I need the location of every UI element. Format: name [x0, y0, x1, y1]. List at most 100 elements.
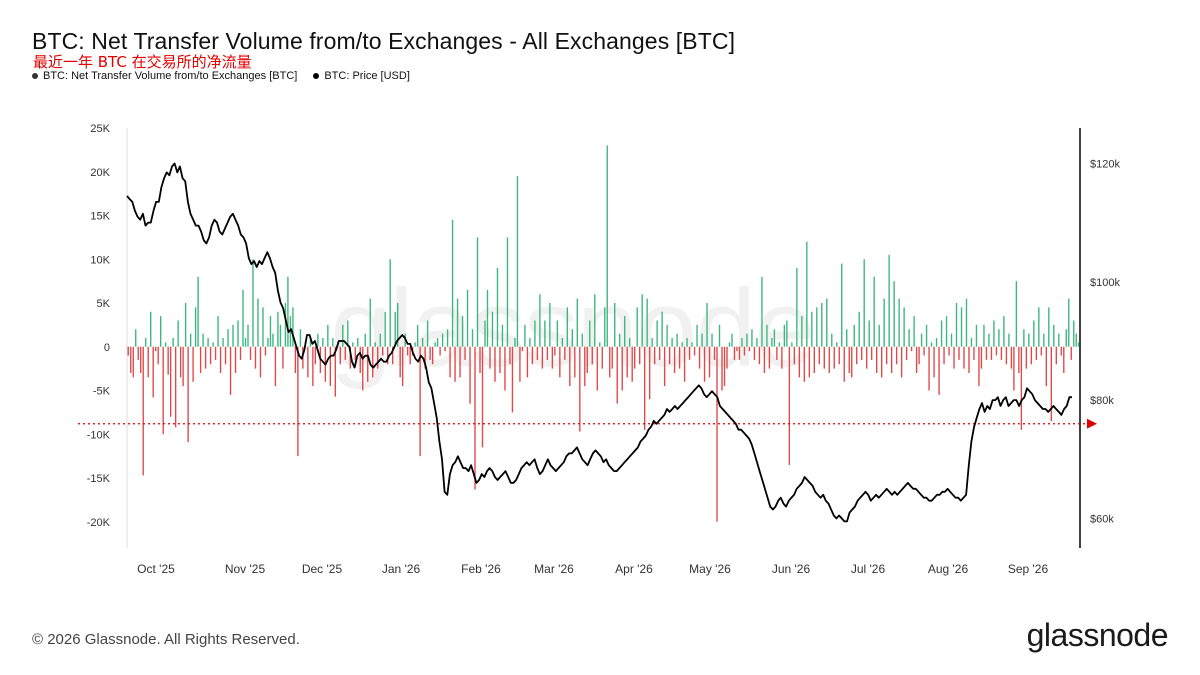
net-transfer-bar	[1048, 307, 1050, 347]
net-transfer-bar	[142, 346, 144, 476]
net-transfer-bar	[157, 346, 159, 365]
net-transfer-bar	[631, 346, 633, 382]
legend-label: BTC: Price [USD]	[324, 70, 410, 82]
net-transfer-bar	[611, 346, 613, 369]
net-transfer-bar	[127, 346, 129, 356]
net-transfer-bar	[239, 346, 242, 360]
net-transfer-bar	[257, 298, 259, 347]
net-transfer-bar	[801, 316, 803, 347]
net-transfer-bar	[908, 329, 910, 347]
net-transfer-bar	[808, 346, 811, 378]
net-transfer-bar	[668, 346, 671, 365]
net-transfer-bar	[746, 333, 748, 347]
net-transfer-bar	[736, 346, 738, 352]
net-transfer-bar	[549, 303, 551, 347]
net-transfer-bar	[297, 346, 299, 457]
net-transfer-bar	[177, 320, 179, 347]
net-transfer-bar	[843, 346, 845, 382]
net-transfer-bar	[212, 342, 214, 347]
net-transfer-bar	[721, 346, 723, 391]
net-transfer-bar	[758, 346, 761, 365]
net-transfer-bar	[359, 346, 361, 373]
net-transfer-bar	[262, 307, 264, 347]
net-transfer-bar	[733, 346, 736, 360]
net-transfer-bar	[1070, 346, 1072, 360]
net-transfer-bar	[272, 333, 274, 347]
net-transfer-bar	[456, 298, 459, 347]
net-transfer-bar	[980, 346, 983, 369]
net-transfer-bar	[284, 303, 287, 347]
net-transfer-bar	[828, 346, 830, 373]
net-transfer-bar	[414, 342, 416, 347]
net-transfer-bar	[474, 346, 476, 490]
net-transfer-bar	[933, 346, 935, 378]
y-left-tick-label: -5K	[93, 386, 111, 398]
net-transfer-bar	[179, 346, 182, 378]
net-transfer-bar	[728, 342, 731, 347]
net-transfer-bar	[1050, 346, 1052, 422]
net-transfer-bar	[202, 333, 204, 347]
x-tick-label: Nov '25	[225, 562, 266, 576]
net-transfer-bar	[993, 320, 995, 347]
net-transfer-bar	[364, 333, 366, 347]
net-transfer-bar	[883, 298, 885, 347]
net-transfer-bar	[990, 346, 993, 360]
x-tick-label: Sep '26	[1008, 562, 1049, 576]
net-transfer-bar	[838, 346, 840, 365]
net-transfer-bar	[885, 346, 888, 365]
net-transfer-bar	[1065, 329, 1067, 347]
net-transfer-bar	[925, 324, 928, 347]
net-transfer-bar	[718, 324, 721, 347]
net-transfer-bar	[312, 346, 314, 387]
net-transfer-bar	[387, 346, 389, 365]
net-transfer-bar	[174, 346, 177, 428]
net-transfer-bar	[953, 346, 955, 369]
net-transfer-bar	[985, 346, 988, 360]
net-transfer-bar	[945, 316, 948, 347]
net-transfer-bar	[676, 333, 678, 347]
net-transfer-bar	[332, 338, 334, 347]
x-tick-label: Mar '26	[534, 562, 574, 576]
net-transfer-bar	[464, 346, 466, 360]
net-transfer-bar	[818, 346, 820, 365]
net-transfer-bar	[401, 346, 404, 387]
net-transfer-bar	[135, 329, 137, 347]
net-transfer-bar	[998, 329, 1000, 347]
net-transfer-bar	[1060, 346, 1062, 356]
net-transfer-bar	[471, 329, 474, 347]
net-transfer-bar	[1075, 333, 1077, 347]
net-transfer-bar	[199, 346, 202, 373]
net-transfer-bar	[294, 346, 297, 373]
net-transfer-bar	[581, 333, 583, 347]
net-transfer-bar	[923, 346, 925, 356]
net-transfer-bar	[858, 311, 860, 347]
net-transfer-bar	[234, 346, 237, 373]
legend-item-net-transfer[interactable]: BTC: Net Transfer Volume from/to Exchang…	[32, 70, 297, 82]
legend-dot-icon	[313, 73, 320, 79]
net-transfer-bar	[1025, 346, 1028, 369]
legend: BTC: Net Transfer Volume from/to Exchang…	[32, 70, 410, 82]
net-transfer-bar	[930, 342, 933, 347]
net-transfer-bar	[975, 324, 978, 347]
net-transfer-bar	[329, 346, 332, 387]
net-transfer-bar	[856, 346, 858, 365]
net-transfer-bar	[374, 342, 376, 347]
net-transfer-bar	[421, 338, 424, 347]
net-transfer-bar	[524, 324, 526, 347]
net-transfer-bar	[589, 320, 591, 347]
net-transfer-bar	[362, 346, 364, 391]
net-transfer-bar	[162, 346, 164, 435]
net-transfer-bar	[344, 346, 346, 360]
net-transfer-bar	[354, 346, 356, 360]
net-transfer-bar	[227, 329, 229, 347]
y-right-tick-label: $100k	[1090, 277, 1120, 289]
net-transfer-bar	[935, 338, 938, 347]
net-transfer-bar	[594, 294, 596, 347]
net-transfer-bar	[169, 346, 172, 417]
net-transfer-bar	[960, 307, 963, 347]
net-transfer-bar	[207, 338, 209, 347]
net-transfer-bar	[643, 346, 646, 430]
net-transfer-bar	[571, 329, 574, 347]
legend-item-price[interactable]: BTC: Price [USD]	[313, 70, 410, 82]
